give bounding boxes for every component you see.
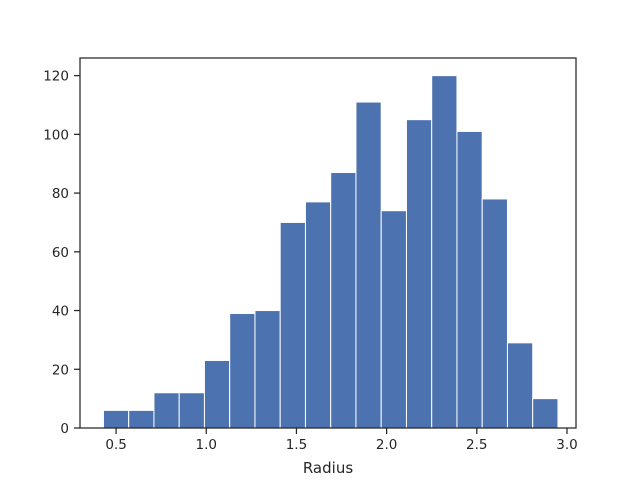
x-tick-label: 1.5 bbox=[286, 437, 307, 453]
histogram-bar bbox=[203, 359, 231, 429]
y-tick-label: 120 bbox=[43, 69, 69, 85]
x-tick-label: 0.5 bbox=[105, 437, 126, 453]
histogram-bar bbox=[102, 409, 130, 429]
y-tick-label: 60 bbox=[52, 245, 69, 261]
histogram-bar bbox=[506, 342, 534, 429]
y-tick-label: 100 bbox=[43, 127, 69, 143]
x-tick-label: 3.0 bbox=[556, 437, 577, 453]
y-tick-label: 40 bbox=[52, 304, 69, 320]
histogram-bar bbox=[380, 210, 407, 429]
y-tick-label: 80 bbox=[52, 186, 69, 202]
axes-frame bbox=[79, 57, 577, 429]
histogram-bar bbox=[431, 75, 458, 429]
bars-group bbox=[102, 75, 559, 429]
histogram-bar bbox=[355, 101, 382, 429]
x-axis-label: Radius bbox=[303, 459, 353, 477]
histogram-bar bbox=[128, 409, 155, 429]
y-ticks-group: 0 20 40 60 80 100 120 bbox=[43, 69, 80, 437]
histogram-bar bbox=[153, 392, 180, 429]
x-tick-label: 2.5 bbox=[466, 437, 487, 453]
histogram-bar bbox=[229, 312, 256, 429]
histogram-bar bbox=[279, 221, 306, 429]
x-tick-label: 1.0 bbox=[196, 437, 217, 453]
histogram-bar bbox=[304, 201, 332, 429]
histogram-bar bbox=[481, 198, 508, 429]
x-ticks-group: 0.5 1.0 1.5 2.0 2.5 3.0 bbox=[105, 428, 578, 453]
histogram-bar bbox=[178, 392, 205, 429]
histogram-bar bbox=[254, 310, 281, 429]
histogram-bar bbox=[532, 398, 559, 429]
histogram-bar bbox=[456, 130, 483, 429]
histogram-bar bbox=[405, 119, 433, 429]
y-tick-label: 20 bbox=[52, 362, 69, 378]
y-tick-label: 0 bbox=[60, 421, 69, 437]
x-tick-label: 2.0 bbox=[376, 437, 397, 453]
histogram-bar bbox=[330, 172, 357, 429]
